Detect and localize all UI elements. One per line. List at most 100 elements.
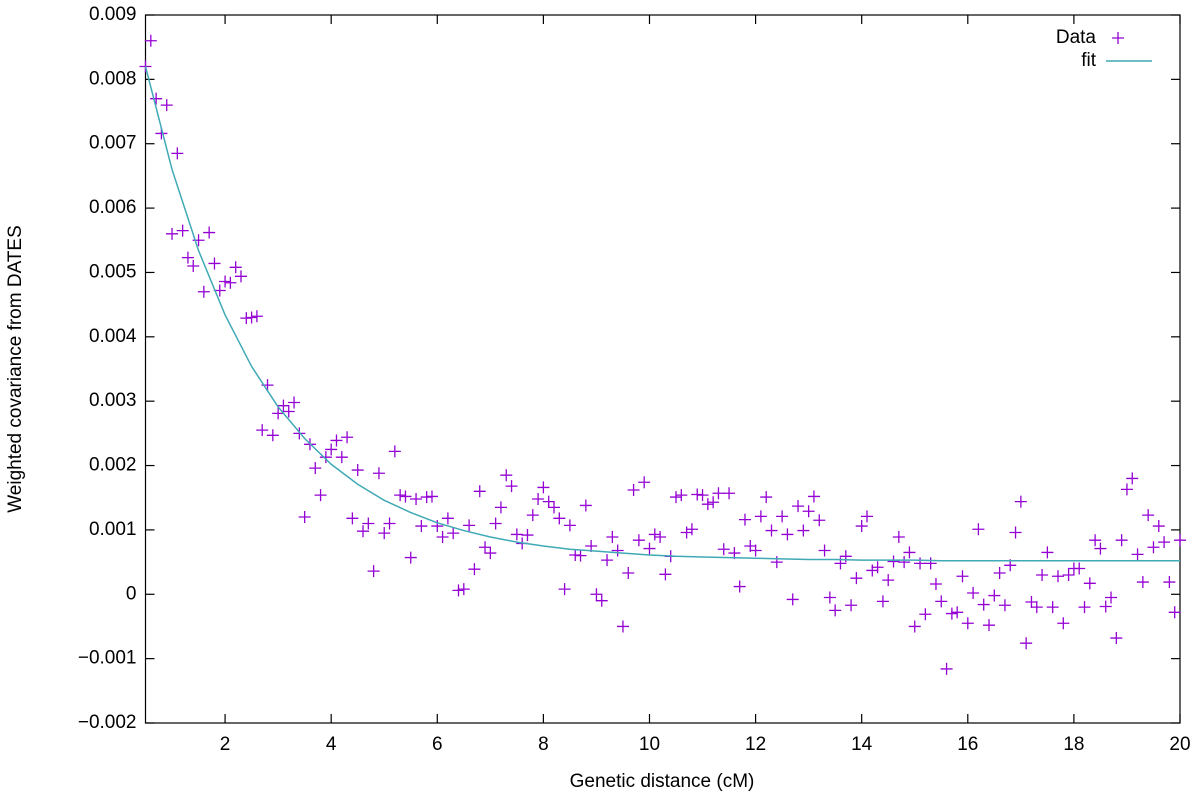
data-point (160, 99, 173, 112)
data-point (1105, 591, 1118, 604)
data-point (288, 396, 301, 409)
data-point (224, 276, 237, 289)
data-point (1041, 546, 1054, 559)
y-tick-label: 0.004 (89, 326, 137, 347)
data-point (998, 599, 1011, 612)
data-point (829, 604, 842, 617)
data-point (309, 462, 322, 475)
data-point (956, 570, 969, 583)
data-point (1174, 534, 1186, 547)
data-point (166, 227, 179, 240)
data-point (802, 505, 815, 518)
data-point (441, 512, 454, 525)
data-point (1051, 570, 1064, 583)
data-point (988, 589, 1001, 602)
data-point (1020, 637, 1033, 650)
data-point (473, 485, 486, 498)
data-point (372, 467, 385, 480)
data-point (749, 544, 762, 557)
data-point (908, 620, 921, 633)
data-point (1094, 542, 1107, 555)
data-point (500, 469, 513, 482)
y-tick-label: 0.001 (89, 519, 137, 540)
data-point (1089, 534, 1102, 547)
y-tick-label: 0.002 (89, 455, 137, 476)
data-point (813, 514, 826, 527)
data-point (415, 520, 428, 533)
data-point (468, 563, 481, 576)
data-point (521, 529, 534, 542)
data-point (558, 583, 571, 596)
data-point (171, 147, 184, 160)
data-point (181, 251, 194, 264)
data-point (733, 580, 746, 593)
data-point (479, 541, 492, 554)
data-point (1152, 520, 1165, 533)
data-point (399, 490, 412, 503)
legend-marker (1112, 32, 1124, 44)
data-point (887, 555, 900, 568)
data-point (266, 429, 279, 442)
data-point (1115, 534, 1128, 547)
data-point (532, 493, 545, 506)
data-point (394, 489, 407, 502)
data-point (452, 584, 465, 597)
data-point (1163, 576, 1176, 589)
data-point (606, 530, 619, 543)
data-point (924, 557, 937, 570)
y-tick-label: 0.008 (89, 68, 137, 89)
data-point (1036, 568, 1049, 581)
data-point (929, 577, 942, 590)
legend-label: fit (1081, 50, 1097, 71)
y-tick-label: 0 (126, 583, 137, 604)
data-point (319, 451, 332, 464)
data-point (638, 476, 651, 489)
data-point (622, 567, 635, 580)
data-point (903, 546, 916, 559)
data-point (447, 527, 460, 540)
data-point (738, 513, 751, 526)
data-point (807, 490, 820, 503)
data-point (1009, 526, 1022, 539)
data-point (876, 595, 889, 608)
y-tick-label: −0.002 (78, 712, 137, 733)
data-point (935, 595, 948, 608)
data-point (330, 434, 343, 447)
data-point (1147, 541, 1160, 554)
data-point (595, 594, 608, 607)
data-point (797, 524, 810, 537)
data-point (914, 557, 927, 570)
data-point (489, 517, 502, 530)
x-axis-label: Genetic distance (cM) (570, 771, 755, 792)
data-point (818, 544, 831, 557)
data-point (547, 501, 560, 514)
data-point (632, 534, 645, 547)
data-point (951, 606, 964, 619)
data-point (648, 528, 661, 541)
data-point (494, 501, 507, 514)
data-point (383, 517, 396, 530)
data-point (197, 285, 210, 298)
data-point (484, 547, 497, 560)
legend-label: Data (1056, 27, 1097, 48)
data-point (203, 226, 216, 239)
data-point (388, 445, 401, 458)
data-point (1120, 483, 1133, 496)
data-point (1136, 576, 1149, 589)
data-point (701, 498, 714, 511)
data-point (325, 443, 338, 456)
data-point (150, 92, 163, 105)
data-point (983, 619, 996, 632)
data-point (654, 530, 667, 543)
data-point (1083, 577, 1096, 590)
x-tick-label: 8 (538, 734, 549, 755)
data-point (367, 565, 380, 578)
data-point (314, 489, 327, 502)
data-point (961, 617, 974, 630)
data-point (234, 270, 247, 283)
data-point (436, 530, 449, 543)
x-tick-label: 10 (639, 734, 660, 755)
data-point (696, 489, 709, 502)
